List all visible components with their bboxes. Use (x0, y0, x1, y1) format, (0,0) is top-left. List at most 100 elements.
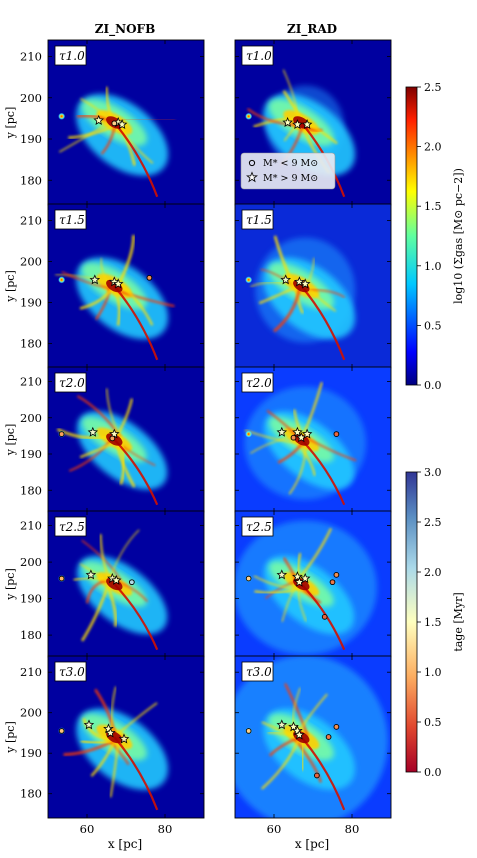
y-tick-label: 200 (20, 411, 42, 425)
star-marker (292, 571, 303, 582)
axes-labels: 180 190 200 210 y [pc] 180 190 200 210 y [pc] 180 1… (4, 40, 391, 836)
colorbar-gas: 0.0 0.5 1.0 1.5 2.0 2.5 log10 (Σgas [M⊙ pc−2]… (405, 81, 465, 392)
density-panel: τ1.5 (47, 203, 205, 369)
sink-marker (146, 274, 153, 281)
density-panel: τ2.0 (234, 366, 392, 513)
star-marker (292, 725, 303, 736)
star-marker (276, 426, 288, 437)
panel-time-text: τ2.5 (246, 520, 272, 534)
density-panel: τ1.0 (47, 39, 205, 206)
panel-frame (234, 655, 392, 819)
star-marker (89, 274, 101, 285)
y-tick-label: 200 (20, 91, 42, 105)
colorbar-gas-scale (405, 86, 418, 386)
star-marker (282, 116, 293, 127)
panel-time-text: τ2.5 (59, 520, 85, 534)
star-marker (105, 727, 116, 738)
star-marker (292, 119, 303, 130)
panel-time-label: τ1.0 (54, 45, 87, 66)
panel-time-text: τ3.0 (246, 665, 272, 679)
sink-marker (58, 431, 65, 437)
star-marker (116, 119, 128, 130)
star-marker (288, 721, 299, 732)
density-panel: τ2.5 (234, 510, 392, 658)
colorbar-tick-label: 0.0 (424, 766, 442, 779)
panel-time-label: τ1.5 (241, 209, 274, 230)
sink-marker (58, 728, 65, 734)
y-tick-label: 200 (20, 254, 42, 268)
star-marker (93, 114, 104, 125)
y-tick-label: 190 (20, 295, 42, 309)
colorbar-tick-label: 2.5 (424, 516, 442, 529)
colorbar-tick-label: 1.5 (424, 200, 442, 213)
y-tick-label: 180 (20, 173, 42, 187)
y-tick-label: 210 (20, 375, 42, 389)
sink-marker (245, 575, 252, 582)
y-axis-label: y [pc] (4, 424, 17, 457)
star-marker (299, 572, 311, 584)
star-marker (109, 428, 120, 439)
y-tick-label: 210 (20, 519, 42, 533)
panel-time-label: τ1.0 (241, 45, 274, 66)
colorbar-gas-label: log10 (Σgas [M⊙ pc−2]) (452, 168, 465, 304)
star-marker (292, 426, 303, 437)
y-tick-label: 180 (20, 483, 42, 497)
star-marker (118, 733, 130, 744)
y-tick-label: 200 (20, 555, 42, 569)
panel-time-text: τ1.0 (59, 49, 85, 63)
density-panel: τ3.0 (234, 655, 392, 819)
star-marker (276, 569, 288, 580)
colorbar-tick-label: 2.5 (424, 81, 442, 94)
sink-marker (333, 724, 340, 730)
y-axis-label: y [pc] (4, 568, 17, 601)
legend-star-marker (246, 171, 258, 183)
panel-time-label: τ2.5 (54, 516, 87, 537)
sink-marker (333, 431, 340, 437)
panel-time-text: τ2.0 (246, 376, 272, 390)
panel-time-text: τ1.0 (246, 49, 272, 63)
y-tick-label: 180 (20, 787, 42, 801)
x-tick-label: 60 (267, 822, 282, 836)
panel-time-text: τ1.5 (246, 213, 272, 227)
panel-time-label: τ2.5 (241, 516, 274, 537)
colorbar-tick-label: 1.5 (424, 616, 442, 629)
panel-time-label: τ2.0 (241, 372, 274, 393)
y-tick-label: 190 (20, 746, 42, 760)
y-tick-label: 190 (20, 447, 42, 461)
sink-marker (129, 579, 135, 586)
y-axis-label: y [pc] (4, 721, 17, 754)
y-tick-label: 180 (20, 628, 42, 642)
density-panel: τ2.5 (47, 510, 205, 658)
colorbar-tick-label: 0.5 (424, 716, 442, 729)
colorbar-age: 0.0 0.5 1.0 1.5 2.0 2.5 3.0 tage [Myr] (405, 466, 465, 779)
x-tick-label: 80 (158, 822, 173, 836)
sink-marker (290, 434, 297, 441)
column-title-zi-nofb: ZI_NOFB (95, 22, 155, 37)
star-marker (276, 719, 288, 730)
panel-time-label: τ3.0 (54, 661, 87, 682)
colorbar-tick-label: 1.0 (424, 260, 442, 273)
panel-time-text: τ2.0 (59, 376, 85, 390)
sink-marker (314, 772, 320, 779)
column-title-zi-rad: ZI_RAD (287, 22, 337, 37)
panel-time-text: τ1.5 (59, 213, 85, 227)
star-marker (294, 729, 305, 740)
star-marker (299, 278, 311, 289)
y-tick-label: 200 (20, 706, 42, 720)
colorbar-age-label: tage [Myr] (452, 592, 465, 651)
star-marker (280, 274, 291, 285)
density-panel: τ3.0 (47, 655, 205, 819)
sink-marker (329, 579, 336, 586)
sink-marker (109, 435, 116, 442)
sink-marker (325, 734, 332, 740)
colorbar-tick-label: 3.0 (424, 466, 442, 479)
density-panel: τ1.5 (234, 203, 392, 369)
colorbar-tick-label: 0.0 (424, 379, 442, 392)
panel-time-label: τ3.0 (241, 661, 274, 682)
star-marker (112, 278, 124, 289)
y-tick-label: 210 (20, 50, 42, 64)
panel-frame (47, 655, 205, 819)
colorbar-tick-label: 0.5 (424, 319, 442, 332)
y-tick-label: 190 (20, 132, 42, 146)
